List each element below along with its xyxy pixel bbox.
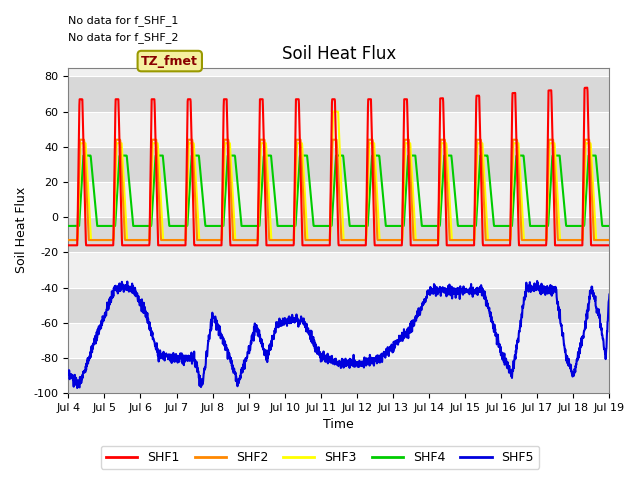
Title: Soil Heat Flux: Soil Heat Flux [282,45,396,63]
Text: No data for f_SHF_2: No data for f_SHF_2 [68,32,179,43]
Bar [68,147,609,182]
Bar [68,76,609,111]
X-axis label: Time: Time [323,419,354,432]
Text: TZ_fmet: TZ_fmet [141,55,198,68]
Text: No data for f_SHF_1: No data for f_SHF_1 [68,15,179,26]
Bar [68,358,609,393]
Y-axis label: Soil Heat Flux: Soil Heat Flux [15,187,28,274]
Legend: SHF1, SHF2, SHF3, SHF4, SHF5: SHF1, SHF2, SHF3, SHF4, SHF5 [101,446,539,469]
Bar [68,288,609,323]
Bar [68,217,609,252]
